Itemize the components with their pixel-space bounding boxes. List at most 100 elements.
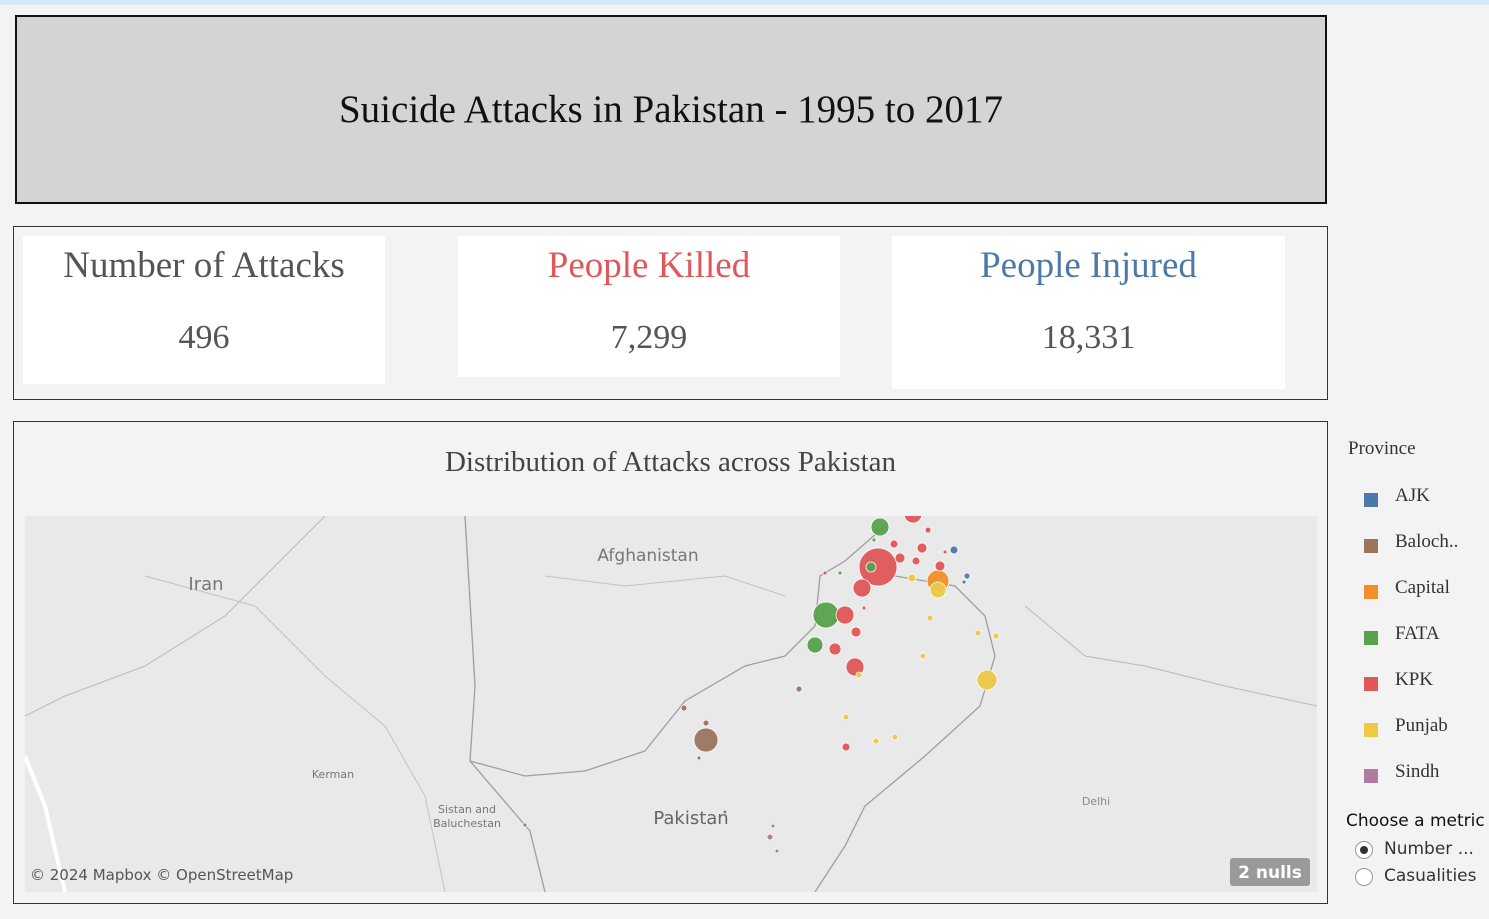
attack-bubble — [852, 578, 872, 598]
attack-bubble — [766, 833, 774, 841]
legend-swatch — [1364, 493, 1378, 507]
legend-swatch — [1364, 677, 1378, 691]
attack-bubble — [963, 572, 971, 580]
legend-title: Province — [1348, 438, 1416, 459]
nulls-badge — [1230, 858, 1310, 886]
attack-bubble — [926, 614, 934, 622]
place-label: Afghanistan — [597, 546, 698, 566]
legend-label: Baloch.. — [1395, 531, 1459, 552]
map: Afghanistan Iran Pakistan Kerman Sistan andB… — [25, 516, 1317, 892]
map-title: Distribution of Attacks across Pakistan — [444, 446, 897, 478]
kpi-card: People Killed 7,299 — [458, 236, 840, 377]
border — [544, 575, 786, 597]
attack-bubble — [842, 713, 850, 721]
radio-label[interactable]: Casualities — [1384, 866, 1477, 886]
attack-bubble — [889, 539, 899, 549]
legend-swatch — [1364, 539, 1378, 553]
legend-label: KPK — [1395, 669, 1434, 690]
attack-bubble — [841, 742, 851, 752]
place-label: Baluchestan — [433, 817, 501, 830]
attack-bubble — [812, 601, 840, 629]
place-label: Delhi — [1082, 795, 1110, 808]
attack-bubble — [850, 626, 862, 638]
kpi-panel — [13, 226, 1328, 400]
border — [25, 516, 326, 717]
attack-bubble — [837, 570, 843, 576]
attack-bubble — [871, 537, 877, 543]
legend-swatch — [1364, 631, 1378, 645]
attack-bubble — [907, 573, 917, 583]
attack-bubble — [974, 629, 982, 637]
attack-bubble — [976, 669, 998, 691]
attack-bubble — [522, 822, 528, 828]
attack-bubble — [916, 542, 928, 554]
attack-bubble — [702, 719, 710, 727]
attack-bubble — [858, 547, 898, 587]
attack-bubble — [855, 671, 863, 679]
attack-bubble — [911, 556, 921, 566]
legend-label: Capital — [1395, 577, 1450, 598]
dashboard-title: Suicide Attacks in Pakistan - 1995 to 20… — [338, 88, 1004, 131]
place-label: Iran — [188, 574, 223, 595]
attack-bubble — [919, 652, 927, 660]
attack-bubble — [992, 632, 1000, 640]
legend-label: FATA — [1395, 623, 1440, 644]
attack-bubble — [949, 545, 959, 555]
border — [144, 575, 446, 892]
attack-bubble — [835, 605, 855, 625]
attack-bubble — [693, 727, 719, 753]
kpi-value: 7,299 — [610, 319, 688, 356]
radio-button[interactable] — [1355, 841, 1373, 859]
legend-swatch — [1364, 585, 1378, 599]
attack-bubble — [872, 737, 880, 745]
map-attribution: © 2024 Mapbox © OpenStreetMap — [30, 866, 293, 884]
attack-bubble — [934, 560, 946, 572]
attack-bubble — [774, 848, 780, 854]
attack-bubble — [696, 755, 702, 761]
kpi-card: Number of Attacks 496 — [23, 236, 385, 384]
legend-label: Sindh — [1395, 761, 1440, 782]
attack-bubble — [770, 823, 776, 829]
coast — [25, 755, 67, 892]
legend-label: Punjab — [1395, 715, 1448, 736]
attack-bubble — [870, 517, 890, 537]
legend-label: AJK — [1395, 485, 1430, 506]
place-label: Pakistan — [653, 808, 728, 829]
attack-bubble — [894, 552, 906, 564]
attack-bubble — [795, 685, 803, 693]
place-label: Sistan and — [438, 803, 496, 816]
map-panel — [13, 421, 1328, 904]
border — [814, 575, 996, 892]
radio-dot — [1360, 846, 1368, 854]
map-background — [25, 516, 1317, 892]
radio-button[interactable] — [1355, 868, 1373, 886]
kpi-label: People Injured — [980, 245, 1197, 286]
kpi-card: People Injured 18,331 — [892, 236, 1285, 389]
attack-bubble — [680, 704, 688, 712]
radio-label[interactable]: Number ... — [1384, 839, 1474, 859]
place-label: Kerman — [312, 768, 354, 781]
attack-bubble — [845, 657, 865, 677]
border — [1024, 605, 1317, 707]
attack-bubble — [929, 581, 947, 599]
legend-swatch — [1364, 769, 1378, 783]
metric-title: Choose a metric — [1346, 811, 1485, 831]
attack-bubble — [865, 561, 877, 573]
kpi-label: Number of Attacks — [63, 245, 345, 286]
legend-swatch — [1364, 723, 1378, 737]
attack-bubble — [903, 516, 923, 524]
attack-bubble — [924, 526, 932, 534]
top-bar — [0, 0, 1489, 5]
kpi-value: 496 — [178, 319, 230, 356]
attack-bubble — [891, 733, 899, 741]
attack-bubble — [961, 579, 967, 585]
attack-bubble — [861, 605, 867, 611]
attack-bubble — [942, 549, 948, 555]
kpi-label: People Killed — [547, 245, 751, 286]
title-box: Suicide Attacks in Pakistan - 1995 to 20… — [15, 15, 1327, 204]
border — [469, 760, 546, 892]
attack-bubble — [722, 809, 728, 815]
kpi-value: 18,331 — [1041, 319, 1136, 356]
attack-bubble — [828, 642, 842, 656]
